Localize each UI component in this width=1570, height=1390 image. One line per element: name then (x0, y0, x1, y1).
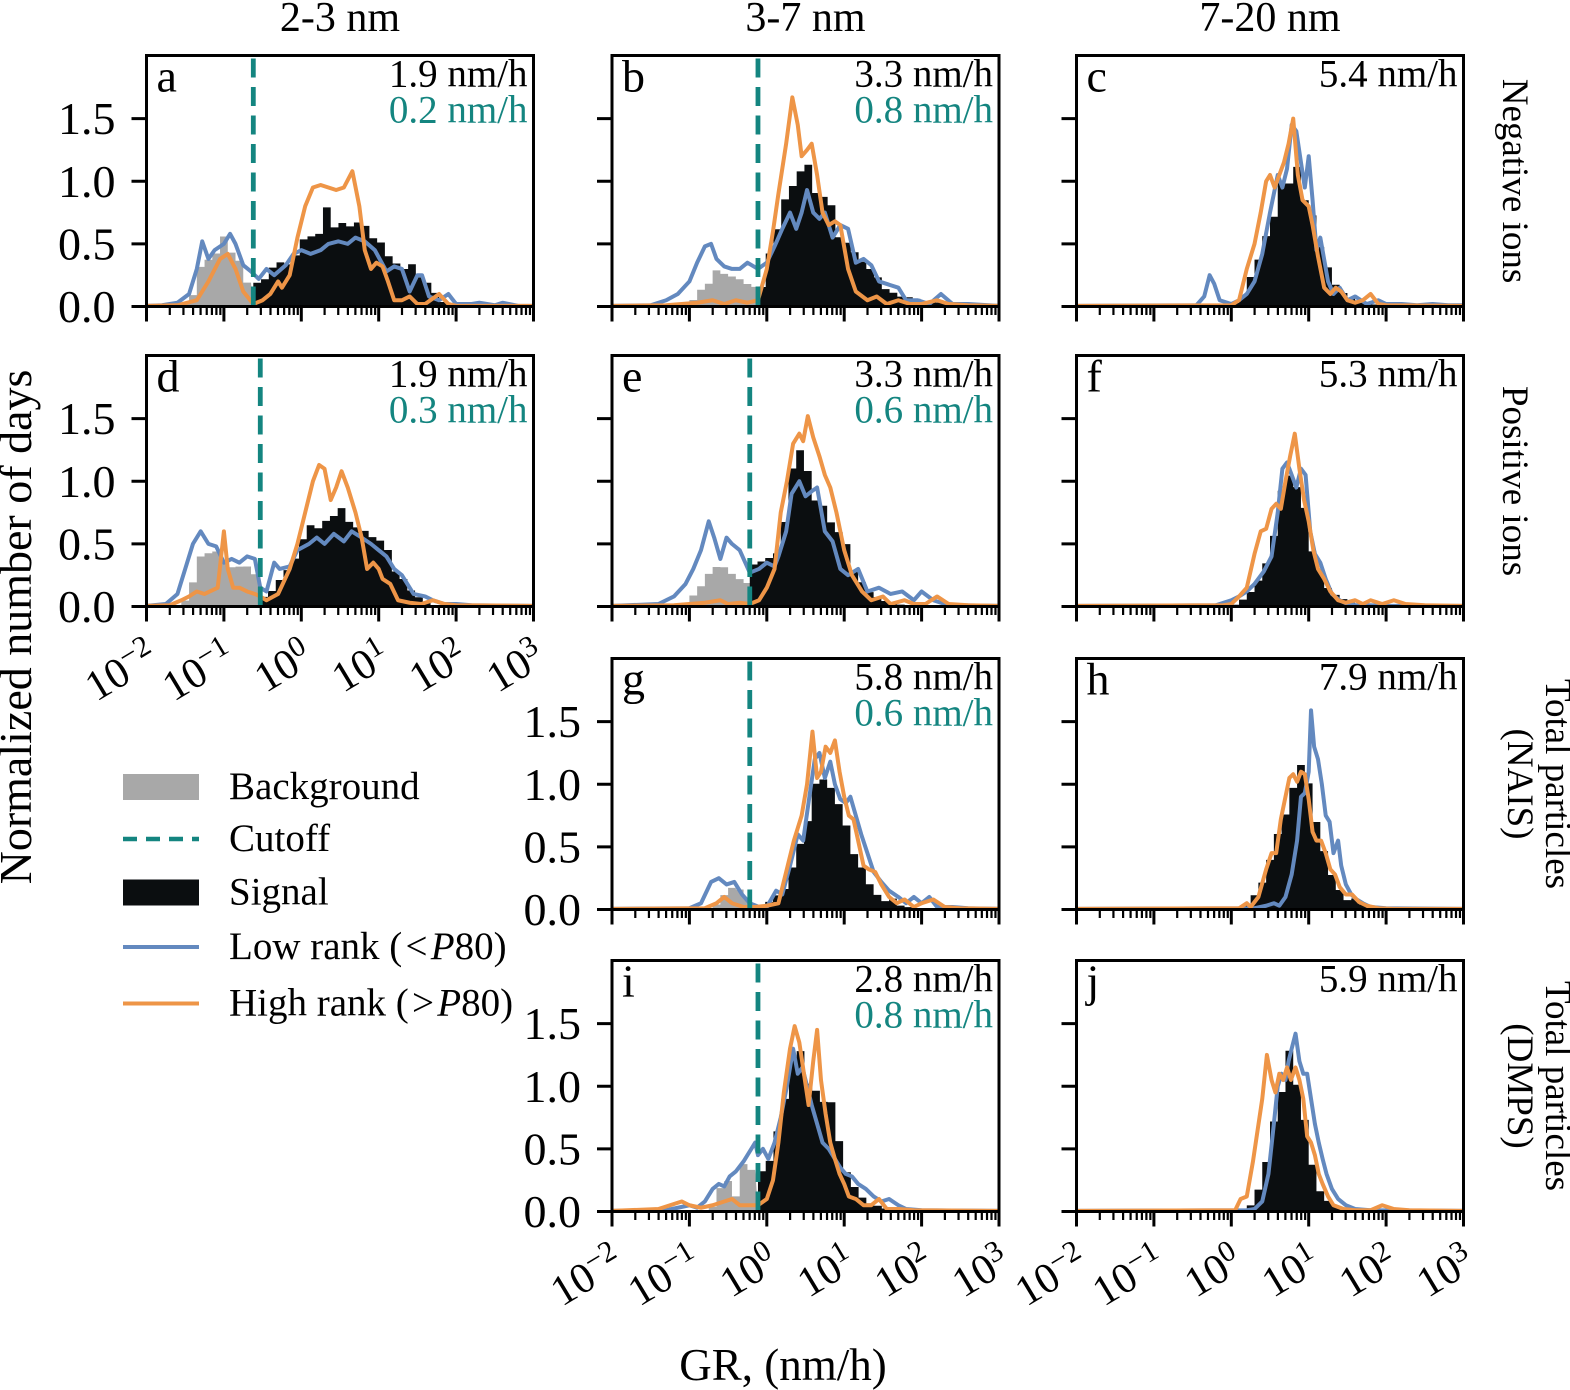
svg-text:Signal: Signal (229, 871, 329, 914)
svg-text:0.5: 0.5 (524, 1123, 582, 1174)
svg-text:0.0: 0.0 (58, 281, 116, 332)
svg-text:c: c (1087, 51, 1107, 102)
svg-text:0.2 nm/h: 0.2 nm/h (389, 89, 528, 132)
svg-text:1.5: 1.5 (58, 93, 116, 144)
svg-text:0.0: 0.0 (524, 1186, 582, 1237)
svg-text:5.8 nm/h: 5.8 nm/h (854, 656, 993, 699)
svg-text:i: i (622, 956, 635, 1007)
svg-text:0.5: 0.5 (524, 821, 582, 872)
svg-text:3.3 nm/h: 3.3 nm/h (854, 353, 993, 396)
svg-text:Positive ions: Positive ions (1494, 386, 1535, 576)
svg-text:Total particles: Total particles (1537, 679, 1570, 889)
svg-text:3.3 nm/h: 3.3 nm/h (854, 53, 993, 96)
svg-text:5.9 nm/h: 5.9 nm/h (1319, 958, 1458, 1001)
svg-text:Cutoff: Cutoff (229, 817, 330, 860)
svg-text:7.9 nm/h: 7.9 nm/h (1319, 656, 1458, 699)
svg-text:(DMPS): (DMPS) (1499, 1023, 1540, 1148)
svg-text:0.5: 0.5 (58, 518, 116, 569)
svg-text:d: d (157, 351, 180, 402)
svg-text:High rank ( > P80): High rank ( > P80) (229, 982, 513, 1025)
svg-text:0.6 nm/h: 0.6 nm/h (854, 692, 993, 735)
svg-text:5.4 nm/h: 5.4 nm/h (1319, 53, 1458, 96)
svg-text:0.5: 0.5 (58, 218, 116, 269)
svg-text:1.5: 1.5 (524, 998, 582, 1049)
svg-text:Normalized number of days: Normalized number of days (0, 370, 41, 885)
svg-text:1.0: 1.0 (524, 1061, 582, 1112)
svg-text:(NAIS): (NAIS) (1499, 729, 1540, 840)
svg-text:j: j (1085, 956, 1100, 1007)
svg-text:0.0: 0.0 (524, 884, 582, 935)
svg-text:0.8 nm/h: 0.8 nm/h (854, 89, 993, 132)
svg-text:1.5: 1.5 (524, 696, 582, 747)
svg-text:0.8 nm/h: 0.8 nm/h (854, 994, 993, 1037)
svg-text:Low rank ( < P80): Low rank ( < P80) (229, 925, 507, 968)
svg-text:1.5: 1.5 (58, 393, 116, 444)
svg-text:5.3 nm/h: 5.3 nm/h (1319, 353, 1458, 396)
svg-text:1.0: 1.0 (58, 456, 116, 507)
svg-text:1.9 nm/h: 1.9 nm/h (389, 53, 528, 96)
svg-text:h: h (1087, 654, 1110, 705)
svg-text:b: b (622, 51, 645, 102)
svg-text:GR, (nm/h): GR, (nm/h) (679, 1340, 887, 1390)
svg-text:0.0: 0.0 (58, 581, 116, 632)
svg-text:Background: Background (229, 765, 420, 808)
svg-text:3-7 nm: 3-7 nm (745, 0, 865, 41)
svg-text:7-20 nm: 7-20 nm (1199, 0, 1340, 41)
svg-text:e: e (622, 351, 642, 402)
svg-text:0.3 nm/h: 0.3 nm/h (389, 389, 528, 432)
svg-text:2-3 nm: 2-3 nm (280, 0, 400, 41)
svg-text:2.8 nm/h: 2.8 nm/h (854, 958, 993, 1001)
svg-text:f: f (1087, 351, 1103, 402)
svg-text:Negative ions: Negative ions (1494, 79, 1535, 283)
svg-text:0.6 nm/h: 0.6 nm/h (854, 389, 993, 432)
svg-text:1.0: 1.0 (524, 759, 582, 810)
svg-text:a: a (157, 51, 177, 102)
svg-text:1.0: 1.0 (58, 156, 116, 207)
svg-text:Total particles: Total particles (1537, 981, 1570, 1191)
svg-text:g: g (622, 654, 645, 705)
svg-text:1.9 nm/h: 1.9 nm/h (389, 353, 528, 396)
